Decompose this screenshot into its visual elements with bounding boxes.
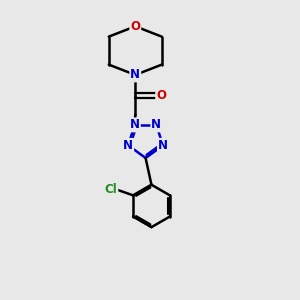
Text: N: N bbox=[151, 118, 161, 131]
Text: O: O bbox=[130, 20, 140, 33]
Text: N: N bbox=[130, 118, 140, 131]
Text: N: N bbox=[130, 68, 140, 81]
Text: O: O bbox=[156, 89, 166, 102]
Text: N: N bbox=[158, 139, 168, 152]
Text: N: N bbox=[123, 139, 133, 152]
Text: Cl: Cl bbox=[105, 183, 117, 196]
